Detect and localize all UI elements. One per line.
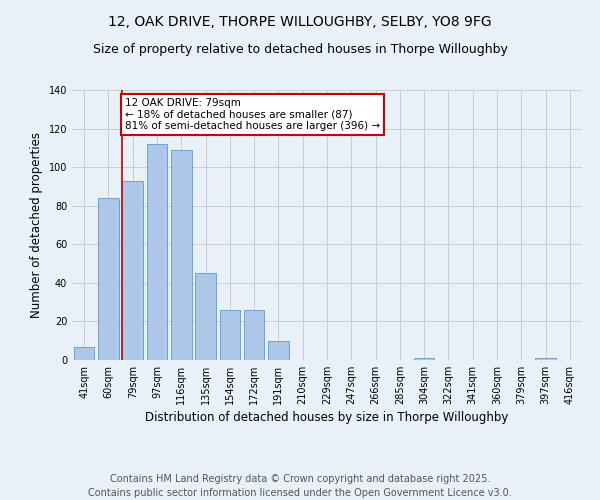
- Text: Size of property relative to detached houses in Thorpe Willoughby: Size of property relative to detached ho…: [92, 42, 508, 56]
- X-axis label: Distribution of detached houses by size in Thorpe Willoughby: Distribution of detached houses by size …: [145, 411, 509, 424]
- Text: 12 OAK DRIVE: 79sqm
← 18% of detached houses are smaller (87)
81% of semi-detach: 12 OAK DRIVE: 79sqm ← 18% of detached ho…: [125, 98, 380, 131]
- Bar: [122, 180, 143, 360]
- Bar: [414, 358, 434, 360]
- Bar: [195, 273, 216, 360]
- Bar: [244, 310, 265, 360]
- Y-axis label: Number of detached properties: Number of detached properties: [30, 132, 43, 318]
- Bar: [268, 340, 289, 360]
- Bar: [98, 198, 119, 360]
- Bar: [171, 150, 191, 360]
- Text: 12, OAK DRIVE, THORPE WILLOUGHBY, SELBY, YO8 9FG: 12, OAK DRIVE, THORPE WILLOUGHBY, SELBY,…: [108, 15, 492, 29]
- Text: Contains HM Land Registry data © Crown copyright and database right 2025.
Contai: Contains HM Land Registry data © Crown c…: [88, 474, 512, 498]
- Bar: [74, 346, 94, 360]
- Bar: [146, 144, 167, 360]
- Bar: [220, 310, 240, 360]
- Bar: [535, 358, 556, 360]
